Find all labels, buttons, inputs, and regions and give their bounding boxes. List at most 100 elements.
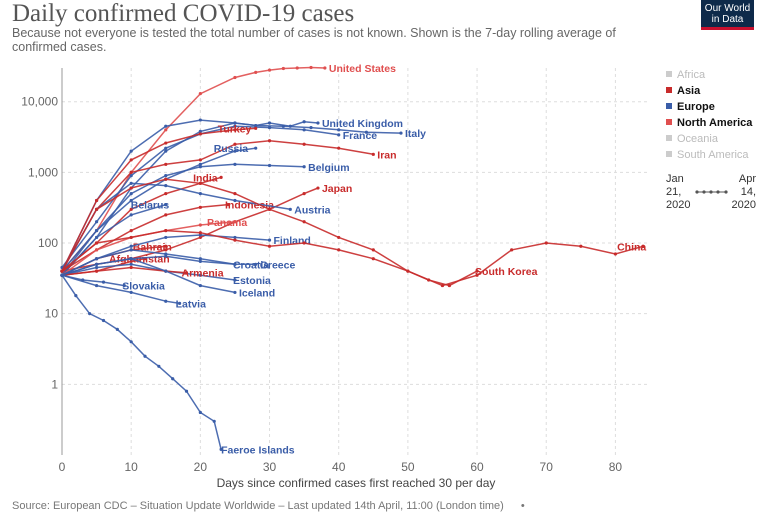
series-point — [233, 262, 237, 266]
series-point — [115, 327, 119, 331]
series-point — [94, 257, 99, 261]
series-point — [316, 121, 320, 125]
series-point — [143, 354, 147, 358]
series-point — [88, 312, 92, 316]
series-point — [198, 259, 202, 263]
series-line — [61, 163, 305, 272]
series-point — [164, 162, 168, 166]
timeline-dot — [716, 190, 720, 194]
series-point — [233, 192, 237, 196]
series-label: United States — [329, 63, 396, 75]
series-point — [198, 129, 202, 134]
legend-item-label: South America — [677, 149, 749, 161]
series-point — [337, 235, 341, 240]
legend-item-label: Asia — [677, 85, 701, 97]
x-tick-label: 20 — [194, 460, 208, 474]
legend-swatch — [666, 151, 672, 157]
series-point — [129, 257, 133, 261]
series-point — [129, 228, 133, 233]
series-point — [198, 158, 202, 162]
series-point — [510, 248, 514, 252]
series-point — [267, 139, 272, 143]
series-point — [164, 244, 168, 248]
series-line — [61, 229, 644, 287]
series-point — [475, 273, 479, 277]
series-point — [198, 257, 202, 261]
series-point — [198, 118, 202, 122]
series-point — [302, 220, 306, 224]
timeline-dot — [724, 190, 728, 194]
series-label: Greece — [260, 259, 296, 271]
series-point — [295, 66, 299, 70]
series-point — [184, 389, 189, 393]
series-point — [427, 278, 431, 282]
series-point — [164, 252, 168, 256]
y-tick-label: 1 — [51, 377, 58, 391]
series-label: China — [617, 241, 646, 253]
series-point — [129, 149, 133, 153]
series-point — [164, 248, 168, 252]
series-point — [267, 163, 272, 168]
series-point — [198, 162, 202, 166]
series-point — [129, 235, 133, 240]
series-point — [302, 120, 306, 124]
series-label: Armenia — [182, 268, 224, 280]
series-point — [364, 130, 368, 134]
series-label: Russia — [214, 143, 249, 155]
series-point — [371, 248, 375, 252]
series-point — [198, 283, 202, 288]
series-label: Belarus — [131, 200, 170, 212]
series-label: Belgium — [308, 162, 349, 174]
logo-line2: in Data — [711, 14, 744, 25]
x-tick-label: 0 — [59, 460, 66, 474]
series-point — [406, 269, 410, 273]
legend-item-label: Oceania — [677, 133, 719, 145]
series-point — [129, 259, 133, 263]
series-point — [233, 121, 237, 125]
series-point — [641, 244, 645, 248]
series-point — [198, 192, 202, 196]
legend-swatch — [666, 87, 672, 93]
series-point — [233, 124, 237, 128]
series-label: Bahrain — [133, 241, 172, 253]
series-point — [164, 299, 168, 303]
series-point — [254, 262, 258, 266]
series-point — [233, 149, 237, 153]
series-point — [129, 262, 133, 266]
series-point — [164, 183, 168, 188]
owid-logo[interactable]: Our World in Data — [701, 0, 754, 30]
series-point — [94, 283, 99, 288]
series-point — [129, 181, 133, 185]
series-point — [267, 244, 272, 248]
y-tick-label: 10 — [45, 307, 59, 321]
y-tick-label: 1,000 — [28, 165, 58, 179]
series-point — [233, 75, 237, 80]
series-point — [198, 273, 202, 277]
series-label: Estonia — [233, 275, 271, 287]
series-point — [164, 141, 168, 145]
series-point — [309, 65, 313, 70]
series-point — [267, 207, 272, 211]
series-point — [267, 68, 272, 72]
timeline-start-day: 21, — [666, 186, 681, 198]
series-point — [171, 377, 175, 381]
series-point — [233, 238, 237, 242]
series-point — [337, 133, 341, 137]
x-tick-label: 70 — [540, 460, 554, 474]
series-point — [198, 231, 202, 235]
x-tick-label: 50 — [401, 460, 415, 474]
series-point — [233, 278, 237, 282]
series-point — [254, 146, 258, 150]
series-label: India — [193, 172, 218, 184]
series-point — [94, 235, 99, 240]
legend-item-label: Africa — [677, 69, 706, 81]
x-tick-label: 10 — [124, 460, 138, 474]
series-point — [233, 290, 237, 295]
series-point — [129, 265, 133, 270]
series-point — [267, 238, 272, 242]
chart-subtitle: Because not everyone is tested the total… — [12, 26, 616, 54]
series-point — [371, 152, 375, 156]
series-point — [212, 419, 216, 423]
series-point — [198, 92, 202, 96]
